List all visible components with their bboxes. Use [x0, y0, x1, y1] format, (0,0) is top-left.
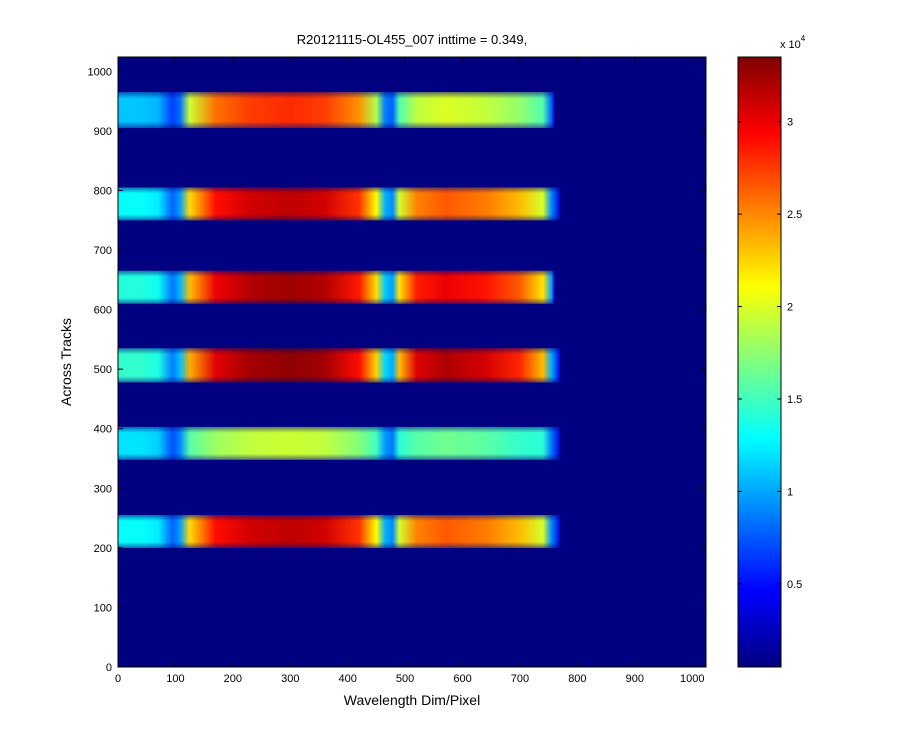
y-tick-label: 0 — [106, 662, 112, 674]
band-edge-shade — [118, 515, 561, 548]
y-axis-ticks: 0 100 200 300 400 500 600 700 800 900 1000 — [88, 66, 706, 674]
x-tick-label: 300 — [281, 673, 299, 685]
colorbar-gradient — [737, 56, 782, 668]
y-tick-label: 700 — [94, 245, 112, 257]
band-edge-shade — [118, 348, 561, 383]
band-edge-shade — [118, 92, 555, 128]
band-edge-shade — [118, 426, 561, 460]
x-tick-label: 800 — [568, 673, 586, 685]
colorbar-tick-label: 3 — [787, 117, 793, 129]
y-tick-label: 400 — [94, 424, 112, 436]
y-tick-label: 200 — [94, 543, 112, 555]
y-tick-label: 1000 — [88, 66, 112, 78]
x-tick-label: 600 — [453, 673, 471, 685]
plot-frame — [117, 56, 707, 668]
x-axis-label: Wavelength Dim/Pixel — [344, 692, 480, 708]
heatmap-band — [118, 426, 561, 460]
heatmap-band — [118, 348, 561, 383]
heatmap-band — [118, 515, 561, 548]
colorbar-multiplier: x 104 — [780, 34, 806, 51]
y-tick-label: 100 — [94, 602, 112, 614]
heatmap-band — [118, 92, 555, 128]
x-tick-label: 1000 — [680, 673, 704, 685]
x-tick-label: 900 — [626, 673, 644, 685]
y-tick-label: 600 — [94, 305, 112, 317]
colorbar-tick-label: 1.5 — [787, 394, 802, 406]
heatmap-band — [118, 270, 555, 304]
colorbar-tick-label: 2 — [787, 302, 793, 314]
y-tick-label: 500 — [94, 364, 112, 376]
x-tick-label: 100 — [166, 673, 184, 685]
colorbar-ticks: 0.5 1 1.5 2 2.5 3 — [738, 117, 802, 591]
y-tick-label: 800 — [94, 185, 112, 197]
x-tick-label: 700 — [511, 673, 529, 685]
colorbar: 0.5 1 1.5 2 2.5 3 x 104 — [737, 34, 806, 668]
heatmap-bands — [118, 92, 561, 548]
plot-area — [117, 56, 707, 668]
band-edge-shade — [118, 187, 561, 221]
colorbar-tick-label: 0.5 — [787, 579, 802, 591]
colorbar-tick-label: 2.5 — [787, 209, 802, 221]
x-axis-ticks: 0 100 200 300 400 500 600 700 800 900 1000 — [115, 57, 704, 685]
band-edge-shade — [118, 270, 555, 304]
heatmap-band — [118, 187, 561, 221]
chart-title: R20121115-OL455_007 inttime = 0.349, — [297, 32, 527, 47]
x-tick-label: 500 — [396, 673, 414, 685]
y-axis-label: Across Tracks — [58, 318, 74, 406]
x-tick-label: 400 — [339, 673, 357, 685]
y-tick-label: 900 — [94, 126, 112, 138]
y-tick-label: 300 — [94, 483, 112, 495]
x-tick-label: 0 — [115, 673, 121, 685]
x-tick-label: 200 — [224, 673, 242, 685]
colorbar-tick-label: 1 — [787, 486, 793, 498]
